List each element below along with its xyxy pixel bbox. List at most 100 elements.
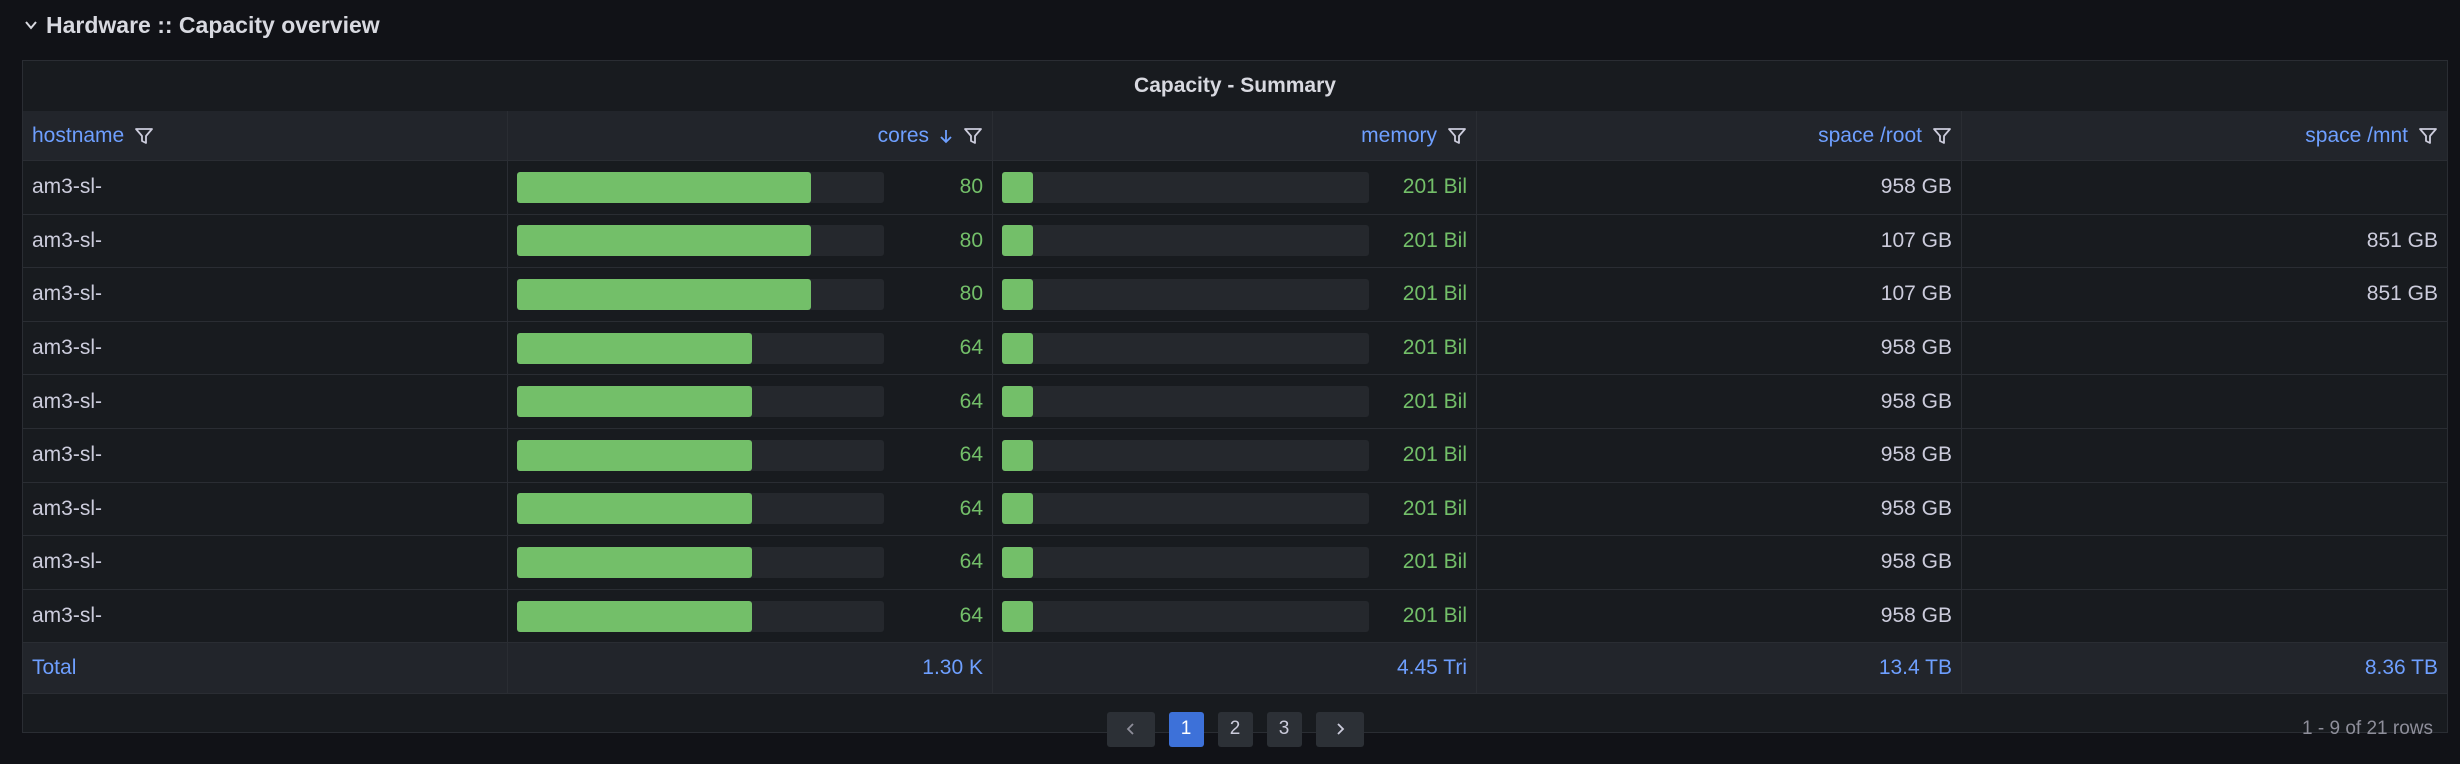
- gauge-value: 80: [959, 175, 983, 199]
- panel-title: Capacity - Summary: [1134, 74, 1336, 97]
- next-page-button[interactable]: [1315, 711, 1364, 747]
- filter-icon[interactable]: [134, 126, 154, 146]
- collapse-icon: [25, 21, 37, 30]
- table-cell: [1962, 483, 2447, 536]
- gauge-value: 201 Bil: [1402, 604, 1467, 628]
- gauge-bar: [517, 439, 752, 471]
- header-cell[interactable]: cores: [508, 111, 993, 160]
- table-cell: 958 GB: [1477, 482, 1962, 536]
- page-button[interactable]: 3: [1266, 711, 1302, 747]
- table-cell: am3-sl-: [23, 589, 508, 643]
- prev-page-button[interactable]: [1106, 711, 1155, 747]
- gauge-bar: [517, 386, 752, 418]
- total-text: Total: [32, 656, 77, 680]
- section-header[interactable]: Hardware :: Capacity overview: [24, 8, 380, 42]
- gauge-bar: [517, 278, 811, 310]
- header-cell[interactable]: space /mnt: [1962, 111, 2447, 160]
- table-cell: am3-sl-: [23, 375, 508, 428]
- table-cell: 64: [508, 428, 993, 482]
- cell-text: am3-sl-: [32, 443, 103, 467]
- table-cell: am3-sl-: [23, 428, 508, 482]
- cell-text: 958 GB: [1880, 443, 1952, 467]
- header-row: hostname cores memory space /root space /mnt: [23, 111, 2447, 161]
- gauge-track: [1002, 225, 1369, 257]
- table-cell: 64: [508, 321, 993, 375]
- table-cell: 958 GB: [1477, 321, 1962, 375]
- table-row: am3-sl- 64 201 Bil 958 GB: [23, 536, 2447, 590]
- gauge-bar: [1002, 278, 1033, 310]
- table-row: am3-sl- 64 201 Bil 958 GB: [23, 482, 2447, 537]
- table-cell: 201 Bil: [993, 321, 1477, 375]
- table-cell: [1962, 322, 2447, 375]
- table-cell: 201 Bil: [993, 161, 1477, 214]
- header-cell[interactable]: space /root: [1477, 111, 1962, 160]
- table-cell: 851 GB: [1962, 268, 2447, 321]
- header-cell[interactable]: memory: [993, 111, 1477, 160]
- table-cell: [1962, 536, 2447, 589]
- gauge-bar: [1002, 225, 1033, 257]
- table-cell: 958 GB: [1477, 589, 1962, 643]
- gauge-track: [1002, 493, 1369, 525]
- table-cell: 107 GB: [1477, 214, 1962, 268]
- gauge-track: [1002, 439, 1369, 471]
- gauge-value: 64: [959, 604, 983, 628]
- column-header: memory: [1361, 123, 1437, 147]
- filter-icon[interactable]: [1932, 126, 1952, 146]
- table-row: am3-sl- 64 201 Bil 958 GB: [23, 428, 2447, 483]
- table-row: am3-sl- 64 201 Bil 958 GB: [23, 589, 2447, 644]
- column-header: hostname: [32, 123, 125, 147]
- gauge-track: [1002, 332, 1369, 364]
- cell-text: am3-sl-: [32, 175, 103, 199]
- cell-text: am3-sl-: [32, 550, 103, 574]
- gauge-track: [517, 278, 884, 310]
- table-row: am3-sl- 80 201 Bil 107 GB 851 GB: [23, 214, 2447, 269]
- total-cell: 8.36 TB: [1962, 643, 2447, 693]
- sort-icon[interactable]: [939, 128, 953, 144]
- section-title: Hardware :: Capacity overview: [46, 11, 380, 38]
- bar-gauge: 201 Bil: [1002, 439, 1467, 471]
- table-cell: 107 GB: [1477, 268, 1962, 321]
- table-cell: 64: [508, 589, 993, 643]
- table-cell: 201 Bil: [993, 375, 1477, 428]
- gauge-track: [517, 332, 884, 364]
- table-row: am3-sl- 80 201 Bil 107 GB 851 GB: [23, 268, 2447, 322]
- page-button[interactable]: 2: [1217, 711, 1253, 747]
- gauge-value: 64: [959, 496, 983, 520]
- table-cell: am3-sl-: [23, 321, 508, 375]
- cell-text: 107 GB: [1880, 228, 1952, 252]
- bar-gauge: 201 Bil: [1002, 225, 1467, 257]
- bar-gauge: 64: [517, 546, 983, 578]
- gauge-value: 80: [959, 282, 983, 306]
- filter-icon[interactable]: [1447, 126, 1467, 146]
- column-header: space /root: [1818, 123, 1922, 147]
- gauge-bar: [517, 332, 752, 364]
- total-text: 4.45 Tri: [1396, 656, 1467, 680]
- table-cell: 64: [508, 482, 993, 536]
- table-cell: 80: [508, 161, 993, 214]
- table-cell: am3-sl-: [23, 214, 508, 268]
- table-cell: [1962, 375, 2447, 428]
- row-count: 1 - 9 of 21 rows: [2302, 718, 2433, 740]
- gauge-bar: [517, 546, 752, 578]
- bar-gauge: 201 Bil: [1002, 546, 1467, 578]
- header-cell[interactable]: hostname: [23, 111, 508, 160]
- filter-icon[interactable]: [963, 126, 983, 146]
- cell-text: am3-sl-: [32, 604, 103, 628]
- gauge-value: 201 Bil: [1402, 228, 1467, 252]
- page-button[interactable]: 1: [1168, 711, 1204, 747]
- gauge-value: 64: [959, 336, 983, 360]
- filter-icon[interactable]: [2418, 126, 2438, 146]
- table-cell: 958 GB: [1477, 536, 1962, 589]
- gauge-bar: [1002, 439, 1033, 471]
- bar-gauge: 201 Bil: [1002, 171, 1467, 203]
- cell-text: 958 GB: [1880, 175, 1952, 199]
- table-cell: [1962, 429, 2447, 482]
- gauge-value: 64: [959, 550, 983, 574]
- gauge-value: 201 Bil: [1402, 175, 1467, 199]
- bar-gauge: 201 Bil: [1002, 493, 1467, 525]
- gauge-track: [1002, 171, 1369, 203]
- bar-gauge: 64: [517, 493, 983, 525]
- table-cell: 80: [508, 214, 993, 268]
- total-cell: Total: [23, 643, 508, 694]
- table-cell: 201 Bil: [993, 589, 1477, 643]
